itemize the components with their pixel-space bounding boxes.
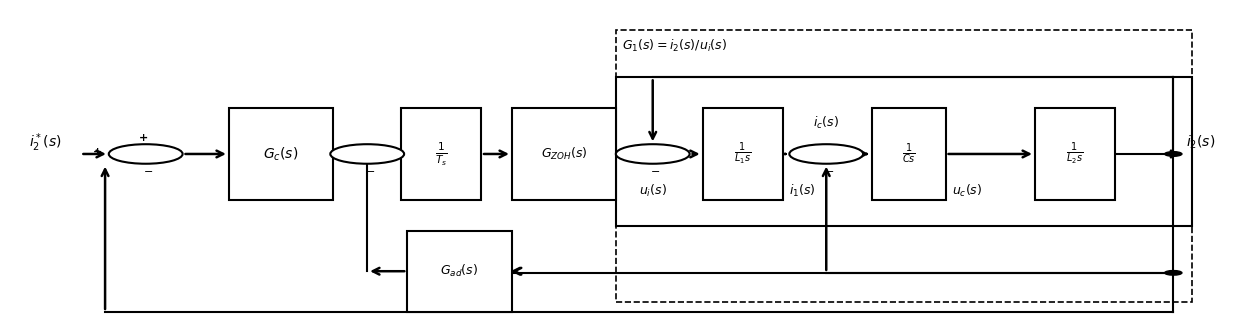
Text: $\frac{1}{T_s}$: $\frac{1}{T_s}$ [435, 140, 447, 168]
Text: +: + [139, 133, 147, 143]
Text: $-$: $-$ [650, 165, 660, 175]
Text: $G_{ZOH}(s)$: $G_{ZOH}(s)$ [540, 146, 587, 162]
Bar [512, 108, 617, 200]
Text: +: + [93, 147, 103, 157]
Text: $i_1(s)$: $i_1(s)$ [789, 183, 815, 199]
Bar [616, 77, 1192, 226]
Bar [408, 230, 512, 312]
Bar [1035, 108, 1115, 200]
Text: +: + [315, 147, 325, 157]
Text: $G_c(s)$: $G_c(s)$ [264, 145, 299, 163]
Circle shape [109, 144, 182, 164]
Bar [616, 30, 1192, 302]
Bar [872, 108, 945, 200]
Text: +: + [774, 147, 783, 157]
Text: $G_1(s)=i_2(s)/u_i(s)$: $G_1(s)=i_2(s)/u_i(s)$ [622, 38, 727, 54]
Text: +: + [601, 147, 610, 157]
Circle shape [789, 144, 864, 164]
Circle shape [1165, 152, 1182, 156]
Text: $i_2(s)$: $i_2(s)$ [1186, 134, 1215, 151]
Bar [703, 108, 783, 200]
Text: $-$: $-$ [142, 165, 154, 175]
Text: $\frac{1}{L_2 s}$: $\frac{1}{L_2 s}$ [1067, 141, 1083, 167]
Text: $i_c(s)$: $i_c(s)$ [813, 115, 839, 131]
Text: $u_c(s)$: $u_c(s)$ [952, 183, 983, 199]
Circle shape [616, 144, 690, 164]
Bar [401, 108, 481, 200]
Circle shape [331, 144, 404, 164]
Text: $u_i(s)$: $u_i(s)$ [639, 183, 667, 199]
Text: $-$: $-$ [364, 165, 374, 175]
Text: $\frac{1}{L_1 s}$: $\frac{1}{L_1 s}$ [733, 141, 751, 167]
Text: $-$: $-$ [824, 165, 834, 175]
Text: $G_{ad}(s)$: $G_{ad}(s)$ [440, 263, 478, 279]
Circle shape [1165, 271, 1182, 275]
Bar [229, 108, 333, 200]
Text: $i_2^*(s)$: $i_2^*(s)$ [28, 131, 62, 154]
Text: $\frac{1}{Cs}$: $\frac{1}{Cs}$ [902, 142, 916, 166]
